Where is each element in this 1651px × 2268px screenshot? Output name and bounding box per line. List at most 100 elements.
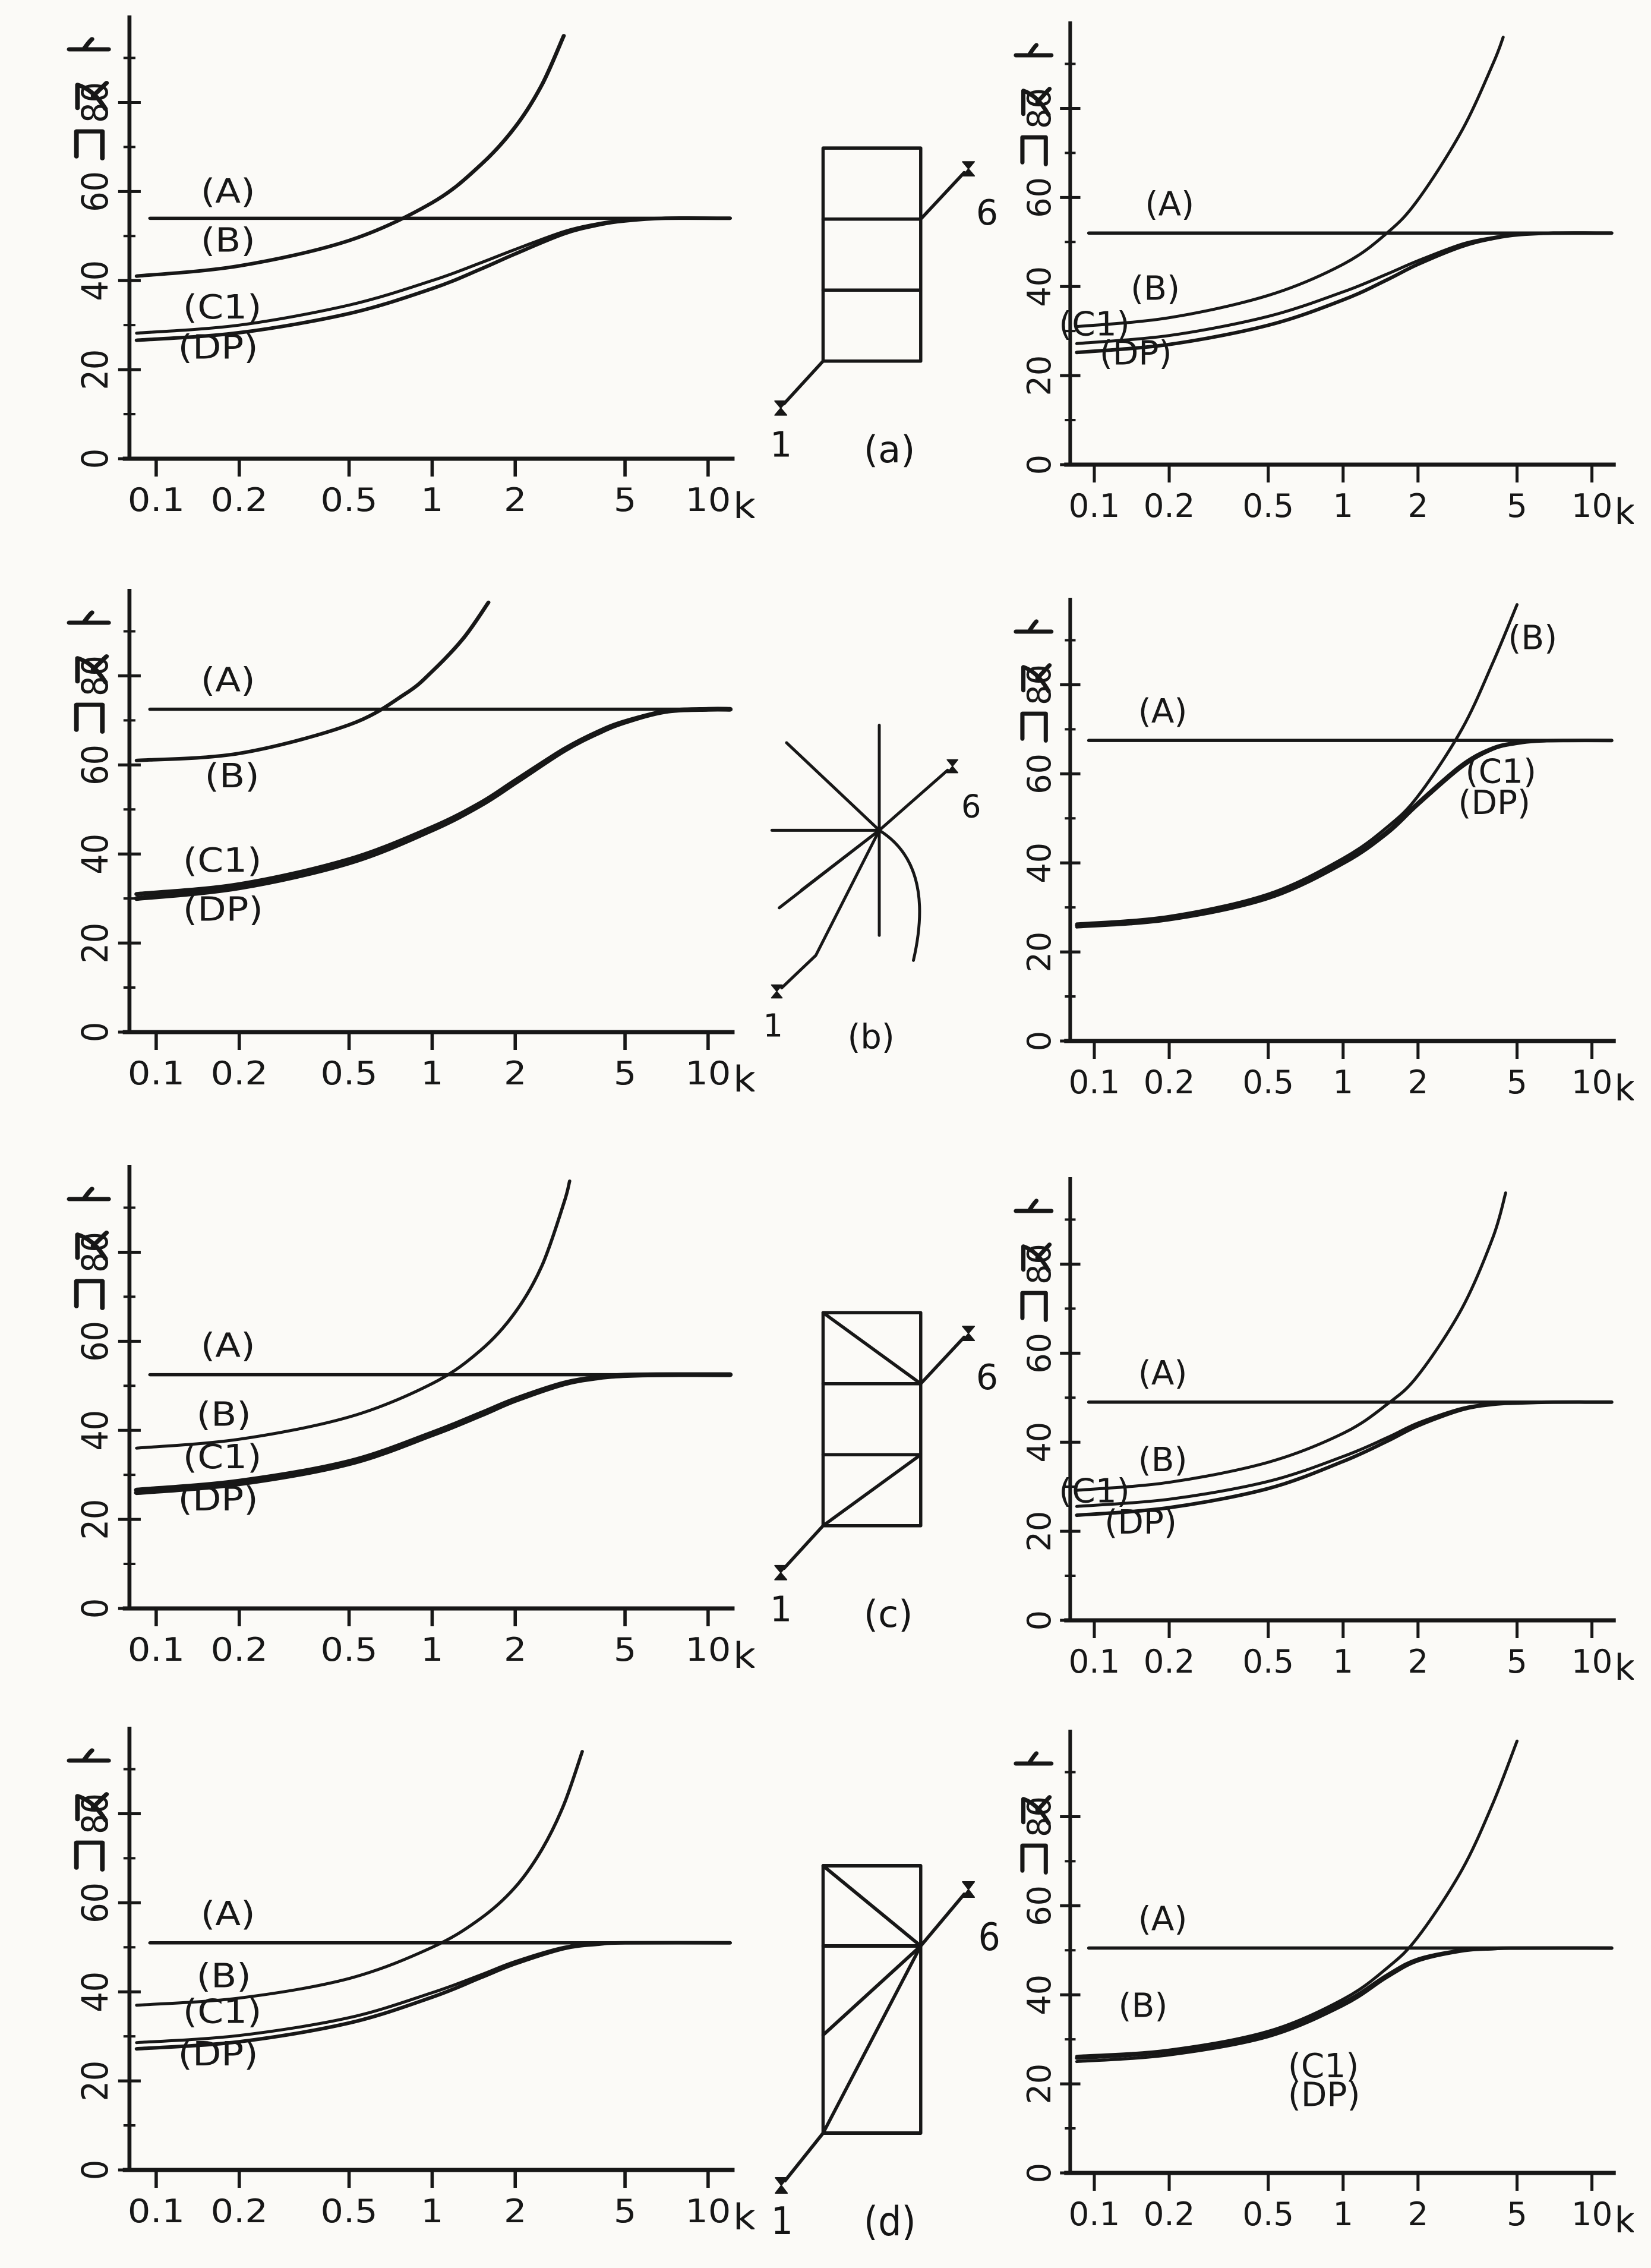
curve-label-B: (B) (205, 757, 260, 796)
y-tick-label: 60 (74, 171, 116, 212)
chart-row1-left: 0 20 40 60 80 0.1 0.2 0.5 1 2 5 10 k (A) (B) (C1) (DP) (30, 6, 755, 553)
y-axis-title-glyph (74, 129, 105, 160)
cost-vs-k-plot: 0 20 40 60 80 0.1 0.2 0.5 1 2 5 10 k (A) (B) (C1)(DP) (67, 1165, 755, 1677)
y-tick-label: 60 (1021, 177, 1058, 218)
y-tick-label: 0 (1021, 1610, 1058, 1630)
x-tick-label: 0.2 (211, 2193, 268, 2230)
curve-label-A: (A) (201, 172, 255, 211)
curve-B (1075, 1739, 1519, 2058)
x-tick-label: 2 (504, 2193, 526, 2230)
curve-label-B: (B) (1138, 1441, 1188, 1480)
y-axis-title (1014, 619, 1054, 743)
x-tick-label: 10 (685, 481, 731, 519)
x-tick-label: 1 (421, 481, 443, 519)
x-tick-label: 10 (685, 2193, 731, 2230)
x-tick-label: 5 (1507, 1643, 1527, 1680)
y-axis-title-glyph (74, 1279, 105, 1310)
y-axis-title-glyph (1021, 1795, 1052, 1825)
diagram-d-caption: (d) (864, 2198, 916, 2240)
x-tick-label: 2 (504, 1631, 526, 1668)
chart-row2-right: 0 20 40 60 80 0.1 0.2 0.5 1 2 5 10 k (A) (B) (C1) (DP) (980, 588, 1634, 1135)
x-tick-label: 10 (1571, 487, 1612, 525)
x-axis-title: k (1614, 491, 1634, 533)
y-axis-title (67, 1187, 111, 1310)
y-tick-label: 0 (74, 1598, 116, 1619)
node-6-label: 6 (961, 788, 981, 825)
curve-label-C1: (C1) (1059, 305, 1130, 344)
curve-label-C1: (C1) (183, 288, 262, 327)
y-axis-title-glyph (75, 1792, 109, 1822)
y-axis-title-glyph (74, 1840, 105, 1872)
y-axis-title-glyph (1020, 1291, 1048, 1322)
y-tick-label: 80 (1021, 1796, 1058, 1837)
curve-label-DP: (DP) (183, 891, 263, 929)
y-axis-title-glyph (1014, 619, 1054, 634)
y-tick-label: 80 (74, 655, 116, 696)
node-1-marker-icon (774, 400, 788, 416)
x-tick-label: 2 (1408, 2196, 1429, 2233)
x-tick-label: 0.2 (1144, 1064, 1195, 1101)
curve-DP (1075, 231, 1614, 355)
x-tick-label: 0.5 (1242, 2196, 1294, 2233)
curve-B (1075, 603, 1519, 926)
curve-label-DP: (DP) (178, 329, 258, 367)
curve-label-A: (A) (201, 1895, 255, 1933)
y-axis-title-glyph (1021, 87, 1052, 117)
y-tick-label: 40 (74, 1410, 116, 1451)
y-axis-title-glyph (1014, 1198, 1054, 1213)
chart-row4-left: 0 20 40 60 80 0.1 0.2 0.5 1 2 5 10 k (A) (B) (C1) (DP) (30, 1717, 755, 2264)
y-axis-title-glyph (1014, 43, 1054, 58)
diagram-c-caption: (c) (864, 1592, 913, 1636)
node-6-leader (919, 1335, 966, 1386)
y-tick-label: 40 (1021, 843, 1058, 884)
x-tick-label: 5 (1507, 2196, 1527, 2233)
node-1-leader (782, 359, 825, 406)
x-tick-label: 0.2 (211, 481, 268, 519)
y-tick-label: 20 (1021, 932, 1058, 973)
y-axis-title-glyph (1021, 663, 1052, 693)
x-tick-label: 10 (685, 1631, 731, 1668)
chart-row3-right: 0 20 40 60 80 0.1 0.2 0.5 1 2 5 10 k (A) (B) (C1) (DP) (980, 1168, 1634, 1714)
node-1-label: 1 (770, 1589, 792, 1629)
y-tick-label: 40 (74, 260, 116, 301)
y-axis-title-glyph (1020, 135, 1048, 166)
y-tick-label: 20 (1021, 355, 1058, 396)
x-tick-label: 5 (614, 2193, 636, 2230)
x-tick-label: 10 (1571, 2196, 1612, 2233)
curve-B (134, 34, 566, 278)
y-axis-title-glyph (1020, 1843, 1048, 1875)
x-tick-label: 5 (1507, 1064, 1527, 1101)
y-tick-label: 80 (74, 1793, 116, 1834)
node-6-marker-icon (946, 759, 959, 774)
curve-label-C1: (C1) (183, 1993, 262, 2032)
curve-B (1075, 1191, 1507, 1492)
node-6-label: 6 (976, 193, 998, 233)
x-tick-label: 5 (614, 1631, 636, 1668)
network-diagram-a: 6 1 (a) (770, 146, 998, 471)
curve-label-C1: (C1) (1466, 753, 1537, 791)
curve-label-A: (A) (1138, 692, 1188, 731)
x-tick-label: 0.2 (1144, 487, 1195, 525)
y-axis-title (1014, 1198, 1054, 1322)
x-axis-title: k (733, 1059, 755, 1100)
x-tick-label: 0.1 (1069, 1643, 1120, 1680)
curve-label-DP: (DP) (1104, 1503, 1177, 1542)
curve-DP (134, 706, 733, 901)
x-tick-label: 0.5 (321, 2193, 378, 2230)
y-tick-label: 60 (1021, 753, 1058, 794)
node-6-leader (919, 1892, 966, 1948)
y-tick-label: 60 (1021, 1885, 1058, 1926)
y-tick-label: 40 (1021, 1422, 1058, 1463)
y-axis-title (1014, 1751, 1054, 1875)
y-tick-label: 60 (74, 745, 116, 786)
x-tick-label: 2 (1408, 1643, 1429, 1680)
x-tick-label: 0.1 (128, 481, 185, 519)
y-tick-label: 0 (1021, 1031, 1058, 1051)
network-diagram-c: 6 1 (c) (770, 1311, 998, 1636)
diagram-b-caption: (b) (848, 1017, 895, 1057)
curve-label-A: (A) (201, 661, 255, 700)
y-tick-label: 20 (74, 1499, 116, 1540)
curve-DP (134, 216, 733, 342)
curve-label-DP: (DP) (1288, 2076, 1360, 2115)
x-tick-label: 10 (685, 1055, 731, 1092)
